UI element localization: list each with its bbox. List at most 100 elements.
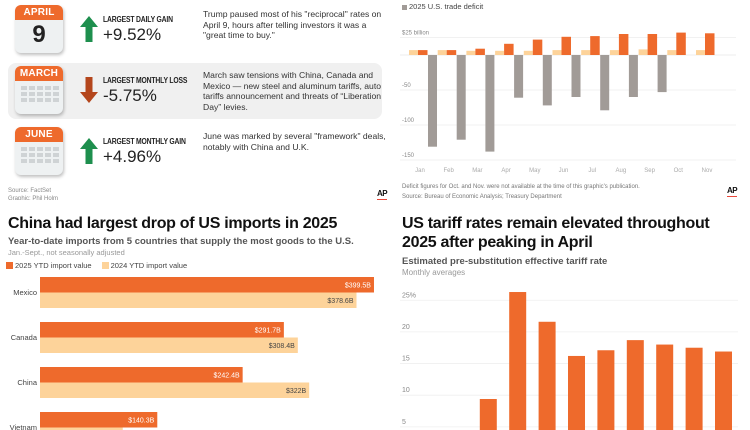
x-tick-label: Mar <box>472 168 482 174</box>
y-tick-label: $25 billion <box>402 31 429 37</box>
calendar-month: JUNE <box>15 127 63 142</box>
tariff-chart-title: US tariff rates remain elevated througho… <box>402 215 710 251</box>
milestone-description: June was marked by several "framework" d… <box>203 131 386 152</box>
imports-chart-subtitle: Year-to-date imports from 5 countries th… <box>8 236 354 247</box>
tariff-chart-subtitle: Estimated pre-substitution effective tar… <box>402 256 608 267</box>
bar-2024 <box>667 50 677 55</box>
legend-swatch-orange <box>6 262 13 269</box>
bar-2025 <box>475 48 485 55</box>
x-tick-label: Jan <box>415 168 425 174</box>
value-label-2025: $399.5B <box>345 283 371 290</box>
legend-item-deficit: 2025 U.S. trade deficit <box>402 2 483 11</box>
bar-2024 <box>409 50 418 55</box>
trade-deficit-chart: $25 billion -50 -100 -150 Jan Feb Mar Apr May Jun… <box>400 31 736 174</box>
bar-2025 <box>40 367 243 383</box>
value-label-2025: $242.4B <box>214 373 240 380</box>
category-label: Vietnam <box>10 423 37 430</box>
arrow-down-icon <box>80 77 98 103</box>
category-label: Mexico <box>13 288 37 297</box>
kpi-label: LARGEST DAILY GAIN <box>103 15 173 24</box>
tariff-bar <box>656 344 674 430</box>
bar-deficit <box>571 55 581 97</box>
value-label-2024: $378.6B <box>327 298 353 305</box>
milestone-description: Trump paused most of his "reciprocal" ra… <box>203 9 382 41</box>
legend-label: 2024 YTD import value <box>110 261 188 270</box>
bar-2025 <box>40 322 284 338</box>
legend-item-2025: 2025 YTD import value <box>6 261 92 270</box>
calendar-icon: MARCH <box>15 66 63 114</box>
legend-label: 2025 YTD import value <box>15 261 92 270</box>
tariff-chart: 25% 20 15 10 5 <box>400 292 738 430</box>
imports-chart-note: Jan.-Sept., not seasonally adjusted <box>8 248 125 257</box>
tariff-chart-panel: US tariff rates remain elevated througho… <box>390 200 750 430</box>
tariff-bar <box>509 292 527 430</box>
value-label-2024: $308.4B <box>269 343 295 350</box>
value-label-2025: $140.3B <box>128 418 154 425</box>
bar-2025 <box>418 50 428 55</box>
legend-swatch-gray <box>402 5 407 10</box>
deficit-legend: 2025 U.S. trade deficit <box>402 2 483 11</box>
calendar-grid <box>15 142 63 163</box>
tariff-bar <box>715 351 732 430</box>
category-label: China <box>17 378 37 387</box>
bar-deficit <box>514 55 524 98</box>
ap-logo: AP <box>727 186 738 197</box>
bar-2024 <box>696 50 705 55</box>
legend-swatch-light-orange <box>101 262 109 269</box>
arrow-up-icon <box>80 16 98 42</box>
kpi-value: +9.52% <box>103 25 162 44</box>
y-tick-label: -50 <box>402 83 411 89</box>
x-tick-label: Apr <box>501 168 510 174</box>
kpi-value: +4.96% <box>103 147 162 166</box>
imports-legend: 2025 YTD import value 2024 YTD import va… <box>6 261 187 270</box>
tariff-bar <box>568 355 585 430</box>
x-tick-label: Jun <box>559 168 569 174</box>
x-tick-label: Sep <box>644 168 655 174</box>
legend-label: 2025 U.S. trade deficit <box>409 2 484 11</box>
trade-deficit-chart-panel: 2025 U.S. trade deficit $25 billion -50 -1… <box>390 0 750 200</box>
bar-2025 <box>40 277 374 293</box>
deficit-source: Source: Bureau of Economic Analysis; Tre… <box>402 194 562 200</box>
kpi-value: -5.75% <box>103 86 157 105</box>
tariff-bar <box>685 347 703 430</box>
bar-deficit <box>628 55 638 97</box>
bar-deficit <box>657 55 667 93</box>
tariff-bar <box>538 321 556 430</box>
bar-deficit <box>485 55 495 152</box>
source-note: Source: FactSet <box>8 188 52 194</box>
value-label-2024: $322B <box>286 388 307 395</box>
bar-deficit <box>456 55 466 140</box>
tariff-bar <box>597 350 615 430</box>
bar-2025 <box>532 39 543 55</box>
y-tick-label: 5 <box>402 419 406 426</box>
y-tick-label: 20 <box>402 324 410 331</box>
bar-2025 <box>647 34 658 55</box>
legend-item-2024: 2024 YTD import value <box>101 261 188 270</box>
bar-2024 <box>552 50 562 55</box>
imports-chart-title: China had largest drop of US imports in … <box>8 215 338 232</box>
bar-2025 <box>618 34 629 55</box>
bar-2025 <box>40 412 158 428</box>
x-tick-label: Feb <box>444 168 455 174</box>
milestone-row: MARCH LARGEST MONTHLY LOSS -5.75% March … <box>8 63 382 119</box>
calendar-month: MARCH <box>15 66 63 81</box>
imports-chart: $399.5B $378.6B Mexico $291.7B $308.4B Canada… <box>10 277 374 430</box>
bar-deficit <box>428 55 437 147</box>
bar-2024 <box>40 427 123 430</box>
y-tick-label: -150 <box>402 153 415 159</box>
bar-2025 <box>705 33 715 55</box>
bar-2024 <box>40 292 357 308</box>
x-tick-label: Nov <box>702 168 713 174</box>
market-milestones-panel: APRIL 9 LARGEST DAILY GAIN +9.52% Trump p… <box>0 0 390 200</box>
bar-2024 <box>466 50 476 55</box>
bar-2024 <box>40 337 298 353</box>
bar-2024 <box>609 50 619 55</box>
x-tick-label: Aug <box>616 168 627 174</box>
bar-2025 <box>504 43 514 55</box>
calendar-month: APRIL <box>15 5 63 20</box>
bar-2024 <box>523 50 533 55</box>
x-tick-label: Oct <box>674 168 684 174</box>
y-tick-label: 10 <box>402 387 410 394</box>
milestone-row: APRIL 9 LARGEST DAILY GAIN +9.52% Trump p… <box>8 2 382 58</box>
tariff-chart-note: Monthly averages <box>402 268 466 277</box>
